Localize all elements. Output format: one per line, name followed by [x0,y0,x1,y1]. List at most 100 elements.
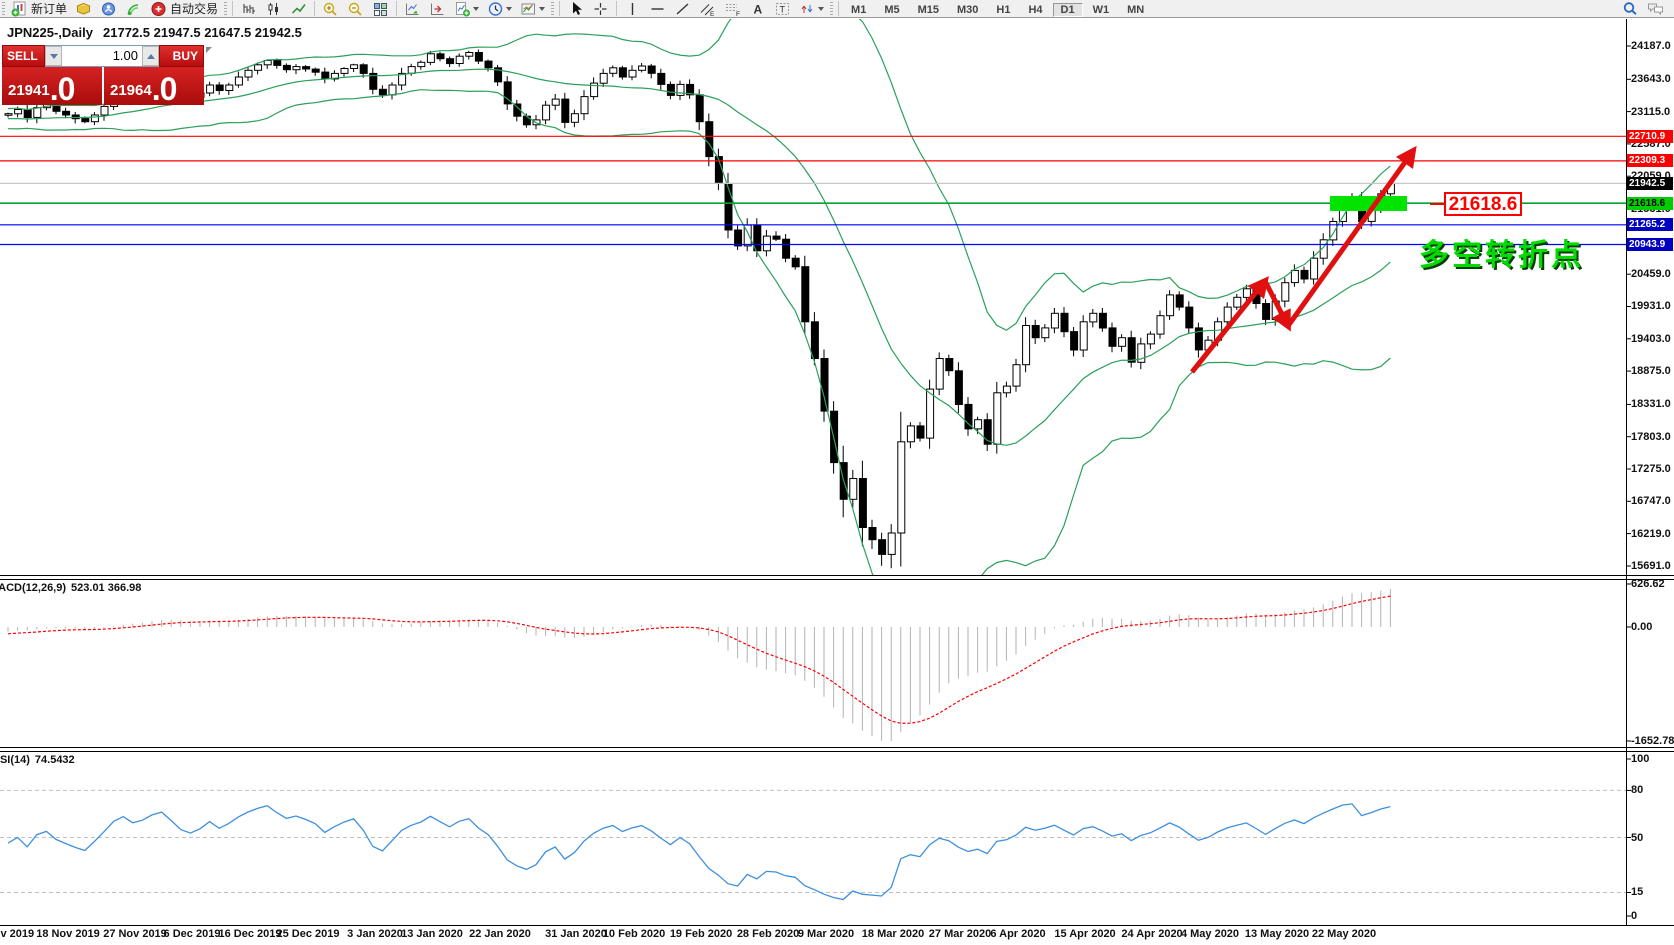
line-chart-icon [292,3,306,14]
indicators-dropdown[interactable] [451,1,482,17]
trendline-tool[interactable] [671,1,694,17]
cursor-tool-button[interactable] [564,1,587,17]
bollinger-upper [7,19,1391,331]
text-label-tool[interactable]: T [771,1,794,17]
zoom-out-button[interactable] [344,1,367,17]
buy-price[interactable]: 21964.0 [104,67,204,105]
chart-shift-button[interactable] [426,1,449,17]
timeframe-w1-button[interactable]: W1 [1092,3,1110,16]
toolbar-right-group [1618,1,1674,17]
bollinger-lower [7,89,1391,575]
autotrading-button[interactable]: 自动交易 [147,1,221,17]
price-tick: 23643.0 [1631,73,1671,85]
price-tick: 16219.0 [1631,528,1671,540]
panel-separator[interactable] [0,751,1674,752]
rsi-tick: 80 [1631,784,1644,796]
vertical-line-tool[interactable] [621,1,644,17]
timeframe-mn-button[interactable]: MN [1127,3,1145,16]
toolbar-grip[interactable] [224,1,228,16]
date-tick: 13 Jan 2020 [401,928,463,940]
one-click-panel-toggle[interactable] [206,47,212,53]
equidistant-channel-tool[interactable]: E [696,1,719,17]
chat-icon [1648,3,1663,15]
sell-button[interactable]: SELL [2,45,45,67]
buy-price-main: 21964 [110,82,152,99]
toolbar-grip[interactable] [2,1,5,16]
chart-shift-icon [431,3,444,15]
rsi-label: RSI(14) 74.5432 [0,754,75,766]
volume-input[interactable]: 1.00 [112,48,138,63]
fibonacci-tool[interactable]: F [721,1,744,17]
support-level-callout[interactable]: 21618.6 [1444,192,1522,216]
trend-arrows[interactable] [1190,145,1417,374]
new-order-button[interactable]: 新订单 [8,1,70,17]
bar-chart-button[interactable] [237,1,260,17]
sell-price[interactable]: 21941.0 [2,67,102,105]
channel-icon: E [700,3,715,17]
price-tick: 15691.0 [1631,560,1671,572]
vertical-line-icon [631,2,634,15]
timeframe-h1-button[interactable]: H1 [996,3,1011,16]
tile-windows-button[interactable] [369,1,392,17]
arrows-dropdown[interactable] [796,1,827,17]
search-button[interactable] [1619,1,1642,17]
macd-panel-area[interactable] [0,580,1674,747]
zoom-out-icon [348,2,362,16]
panel-separator[interactable] [0,747,1674,748]
date-tick: 31 Jan 2020 [545,928,607,940]
candlestick-chart-icon [268,2,279,15]
timeframe-h4-button[interactable]: H4 [1028,3,1043,16]
horizontal-line-icon [651,7,664,10]
panel-separator[interactable] [0,575,1674,576]
timeframe-d1-button[interactable]: D1 [1052,2,1083,17]
timeframe-m15-button[interactable]: M15 [917,3,939,16]
rsi-name: RSI(14) [0,754,30,766]
auto-scroll-button[interactable] [401,1,424,17]
highlight-zone[interactable] [1330,196,1407,211]
line-chart-button[interactable] [287,1,310,17]
rsi-panel-area[interactable] [0,752,1674,925]
toolbar-grip[interactable] [830,1,834,16]
main-chart-area[interactable] [0,19,1674,575]
signals-button[interactable] [122,1,145,17]
arrows-icon [801,4,813,13]
date-tick: 18 Mar 2020 [861,928,925,940]
chat-button[interactable] [1644,1,1667,17]
toolbar-grip[interactable] [551,1,555,16]
callout-connector [1430,203,1444,205]
crosshair-tool-button[interactable] [589,1,612,17]
turning-point-annotation[interactable]: 多空转折点 [1419,239,1584,272]
toolbar-separator [838,1,840,16]
bollinger-middle [8,68,1391,446]
date-tick: 24 Apr 2020 [1121,928,1183,940]
rsi-tick: 50 [1631,832,1644,844]
candlestick-chart-button[interactable] [262,1,285,17]
data-window-button[interactable] [72,1,95,17]
timeframe-m1-button[interactable]: M1 [851,3,867,16]
templates-dropdown[interactable] [517,1,548,17]
buy-button[interactable]: BUY [159,45,204,67]
trendline-icon [676,2,689,15]
sell-price-main: 21941 [8,82,50,99]
price-axis-line [1626,19,1627,925]
dropdown-arrow-icon [539,6,546,11]
periods-dropdown[interactable] [484,1,515,17]
timeframe-m5-button[interactable]: M5 [884,3,900,16]
toolbar-separator [616,1,618,16]
toolbar-separator [232,1,234,16]
market-watch-button[interactable] [97,1,120,17]
panel-separator[interactable] [0,579,1674,580]
text-tool[interactable]: A [746,1,769,17]
zoom-in-button[interactable] [319,1,342,17]
symbol-period-label: JPN225-,Daily [7,25,93,40]
timeframe-m30-button[interactable]: M30 [957,3,979,16]
chart-title: JPN225-,Daily 21772.5 21947.5 21647.5 219… [7,25,302,40]
macd-tick: 0.00 [1631,621,1653,633]
volume-increase-button[interactable] [142,46,159,66]
volume-decrease-button[interactable] [45,46,62,66]
trend-arrow-segment [1262,279,1291,332]
toolbar-separator [396,1,398,16]
horizontal-lines[interactable] [0,135,1626,246]
horizontal-line-tool[interactable] [646,1,669,17]
